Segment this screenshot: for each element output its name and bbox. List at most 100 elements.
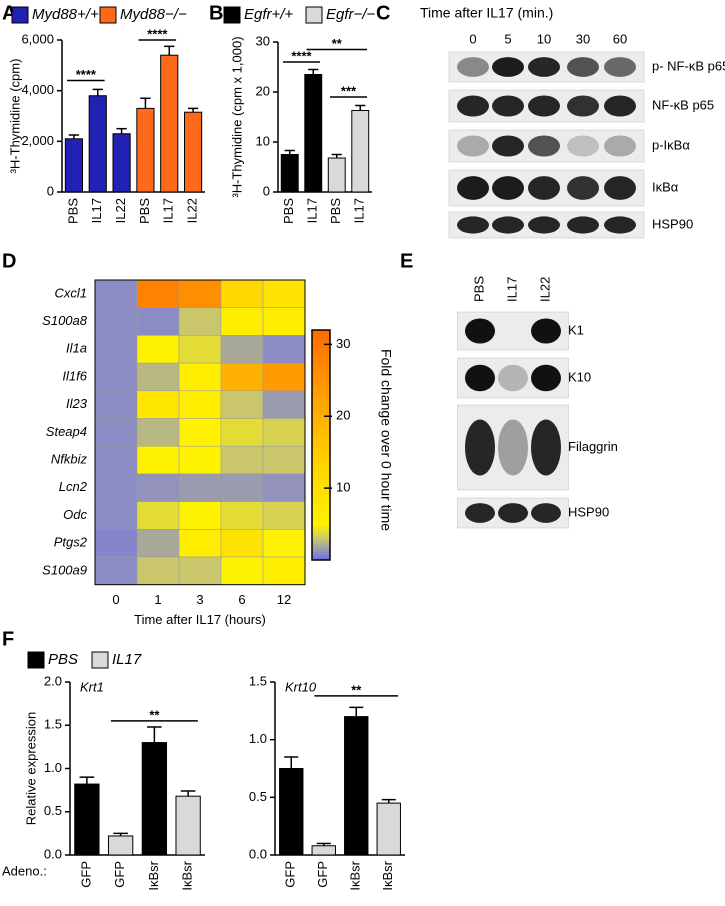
heatmap-cell	[136, 279, 180, 308]
colorbar-tick-label: 30	[336, 336, 350, 351]
x-tick-label: IL17	[352, 198, 367, 223]
heatmap-cell	[220, 556, 264, 585]
blot-label: K10	[568, 369, 591, 384]
blot-band	[498, 419, 528, 476]
bar	[304, 74, 323, 193]
bar	[376, 802, 401, 856]
row-label: Lcn2	[59, 479, 88, 494]
row-label: S100a9	[42, 562, 87, 577]
x-tick-label: IL22	[113, 198, 128, 223]
heatmap-cell	[94, 556, 138, 585]
blot-band	[531, 419, 561, 476]
chart-title: Krt1	[80, 679, 104, 694]
heatmap-frame	[94, 279, 306, 586]
heatmap-cell	[178, 335, 222, 364]
heatmap-cell	[136, 529, 180, 558]
colorbar-step	[312, 511, 330, 515]
colorbar-step	[312, 534, 330, 538]
colorbar-tick-label: 20	[336, 408, 350, 423]
x-tick-label: PBS	[65, 198, 80, 224]
colorbar-step	[312, 338, 330, 342]
colorbar-step	[312, 404, 330, 409]
x-tick-label: 0	[112, 592, 119, 607]
bar	[175, 795, 201, 856]
lane-label: 30	[576, 31, 590, 46]
lane-label: 60	[613, 31, 627, 46]
heatmap-cell	[94, 501, 138, 530]
lane-label: 10	[537, 31, 551, 46]
y-tick-label: 1.0	[44, 760, 62, 775]
y-tick-label: 2.0	[44, 673, 62, 688]
legend-swatch	[223, 6, 241, 24]
bar	[327, 157, 346, 193]
row-label: Steap4	[46, 424, 87, 439]
colorbar-step	[312, 496, 330, 501]
heatmap-cell	[262, 335, 306, 364]
row-label: S100a8	[42, 313, 88, 328]
colorbar-step	[312, 479, 330, 483]
colorbar-step	[312, 387, 330, 391]
colorbar-step	[312, 465, 330, 469]
colorbar-step	[312, 413, 330, 417]
x-tick-label: 3	[196, 592, 203, 607]
heatmap-cell	[136, 445, 180, 475]
blot-band	[528, 216, 560, 234]
colorbar-step	[312, 396, 330, 400]
heatmap-cell	[220, 445, 264, 475]
bar	[311, 845, 336, 856]
blot-label: IκBα	[652, 179, 679, 194]
colorbar-step	[312, 445, 330, 449]
blot-band	[492, 216, 524, 234]
y-tick-label: 0	[263, 183, 270, 198]
blot-band	[498, 364, 528, 392]
heatmap-cell	[178, 307, 222, 336]
heatmap-cell	[262, 307, 306, 336]
colorbar-step	[312, 519, 330, 524]
colorbar-step	[312, 542, 330, 547]
colorbar-step	[312, 453, 330, 457]
x-tick-label: 6	[238, 592, 245, 607]
heatmap-cell	[262, 529, 306, 558]
colorbar-step	[312, 332, 330, 337]
heatmap-cell	[262, 473, 306, 502]
significance-label: ***	[341, 83, 357, 98]
blot-band	[465, 503, 495, 523]
y-tick-label: 1.0	[249, 731, 267, 746]
colorbar-step	[312, 522, 330, 526]
y-tick-label: 10	[256, 133, 270, 148]
adeno-label: Adeno.:	[2, 863, 47, 878]
legend-swatch	[27, 651, 45, 669]
colorbar-step	[312, 442, 330, 446]
heatmap-cell	[178, 362, 222, 392]
x-tick-label: 1	[154, 592, 161, 607]
colorbar-step	[312, 347, 330, 351]
colorbar-frame	[311, 329, 331, 561]
x-tick-label: PBS	[281, 198, 296, 224]
colorbar-step	[312, 493, 330, 498]
bar	[344, 716, 369, 856]
blot-band	[457, 216, 489, 234]
heatmap-cell	[178, 501, 222, 530]
colorbar-step	[312, 330, 330, 334]
x-tick-label: 12	[277, 592, 291, 607]
colorbar-step	[312, 476, 330, 480]
blot-band	[528, 57, 560, 77]
blot-band	[604, 216, 636, 234]
heatmap-cell	[178, 445, 222, 475]
blot-label: NF-κB p65	[652, 97, 714, 112]
heatmap-cell	[262, 362, 306, 392]
y-tick-label: 1.5	[44, 717, 62, 732]
legend-label: Myd88−/−	[120, 6, 187, 23]
bar	[184, 111, 203, 193]
y-tick-label: 4,000	[21, 82, 54, 97]
blot-title: Time after IL17 (min.)	[420, 5, 553, 21]
colorbar-step	[312, 381, 330, 386]
legend-label: Egfr+/+	[244, 6, 293, 23]
row-label: Cxcl1	[54, 285, 87, 300]
bar	[280, 154, 299, 193]
colorbar-step	[312, 485, 330, 489]
heatmap-cell	[94, 473, 138, 502]
x-tick-label: IL22	[185, 198, 200, 223]
colorbar-step	[312, 462, 330, 466]
